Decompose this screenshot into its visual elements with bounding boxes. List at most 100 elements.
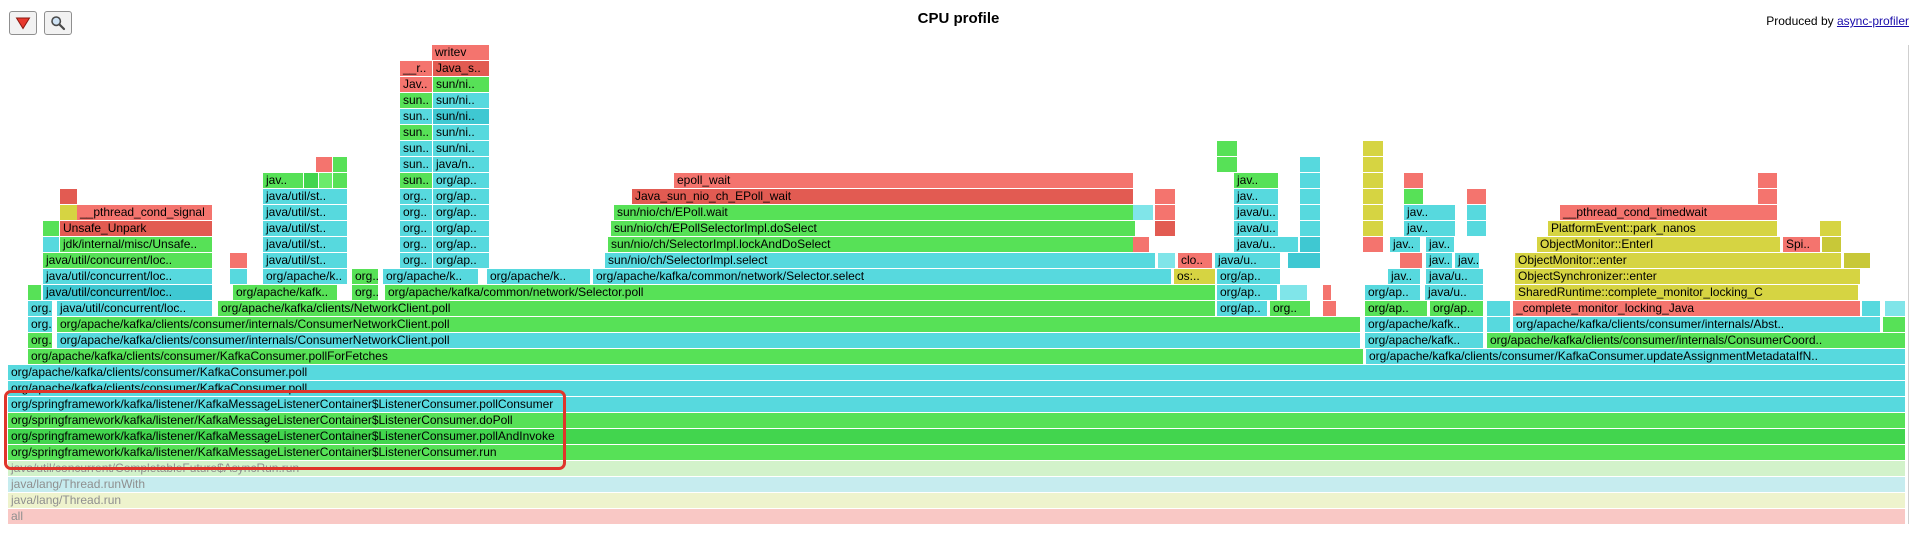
flame-frame[interactable]: clo.. [1178, 253, 1212, 268]
flame-frame[interactable]: java/u.. [1234, 205, 1278, 220]
flame-frame[interactable]: sun/ni.. [433, 77, 489, 92]
flame-frame[interactable]: java/u.. [1426, 269, 1483, 284]
flame-frame[interactable] [1363, 173, 1383, 188]
flame-frame[interactable] [1363, 189, 1383, 204]
flame-frame[interactable]: sun.. [400, 93, 432, 108]
flame-frame[interactable] [1323, 301, 1336, 316]
flame-frame[interactable] [1758, 189, 1777, 204]
flame-frame[interactable] [1404, 173, 1423, 188]
flame-frame[interactable] [1820, 221, 1841, 236]
flame-frame[interactable] [1300, 189, 1320, 204]
flame-frame[interactable] [1844, 253, 1870, 268]
flame-frame[interactable]: org/apache/kafka/clients/consumer/intern… [57, 333, 1360, 348]
flame-frame[interactable]: org/apache/kafka/common/network/Selector… [593, 269, 1171, 284]
flame-frame[interactable]: org/apache/k.. [263, 269, 347, 284]
flame-frame[interactable]: org/springframework/kafka/listener/Kafka… [8, 429, 1905, 444]
flame-frame[interactable]: java/n.. [433, 157, 489, 172]
flame-frame[interactable] [1155, 189, 1175, 204]
flame-frame[interactable] [1217, 157, 1237, 172]
flame-frame[interactable]: org/apache/kafk.. [1365, 333, 1483, 348]
flame-frame[interactable]: org/apache/kafka/common/network/Selector… [385, 285, 1215, 300]
flame-frame[interactable] [1883, 317, 1905, 332]
flame-frame[interactable]: org.. [400, 221, 432, 236]
flame-frame[interactable]: sun/nio/ch/SelectorImpl.select [605, 253, 1155, 268]
flame-frame[interactable]: java/lang/Thread.runWith [8, 477, 1905, 492]
flame-frame[interactable] [1300, 173, 1320, 188]
flame-frame[interactable]: sun/ni.. [433, 125, 489, 140]
flame-frame[interactable]: jav.. [1426, 237, 1454, 252]
flame-frame[interactable] [319, 173, 332, 188]
flame-frame[interactable]: org/ap.. [433, 221, 489, 236]
flame-frame[interactable]: os:.. [1174, 269, 1215, 284]
flame-frame[interactable] [230, 269, 247, 284]
flame-frame[interactable] [316, 157, 332, 172]
flame-frame[interactable] [304, 173, 318, 188]
flame-frame[interactable]: java/u.. [1425, 285, 1483, 300]
flame-frame[interactable] [28, 285, 41, 300]
flame-frame[interactable]: sun.. [400, 125, 432, 140]
flame-frame[interactable] [1280, 285, 1307, 300]
flame-frame[interactable]: org/apache/kafka/clients/consumer/intern… [1487, 333, 1905, 348]
async-profiler-link[interactable]: async-profiler [1836, 14, 1909, 28]
flame-frame[interactable]: org/apache/k.. [383, 269, 478, 284]
flame-frame[interactable] [1363, 205, 1383, 220]
flame-frame[interactable]: SharedRuntime::complete_monitor_locking_… [1515, 285, 1858, 300]
flame-frame[interactable]: org/ap.. [1217, 269, 1280, 284]
flame-frame[interactable]: org.. [28, 333, 52, 348]
flame-frame[interactable]: org/apache/k.. [487, 269, 590, 284]
flame-frame[interactable] [1363, 237, 1383, 252]
flame-frame[interactable]: sun/ni.. [433, 93, 489, 108]
flame-frame[interactable] [1217, 141, 1237, 156]
flame-frame[interactable]: org/ap.. [433, 205, 489, 220]
flame-frame[interactable] [333, 157, 347, 172]
flame-frame[interactable]: jav.. [1388, 269, 1420, 284]
flame-frame[interactable]: Jav.. [400, 77, 432, 92]
flame-frame[interactable]: org/apache/kafka/clients/consumer/KafkaC… [8, 365, 1905, 380]
flame-frame[interactable]: org.. [400, 253, 432, 268]
flame-frame[interactable]: org/ap.. [433, 253, 489, 268]
flame-frame[interactable]: org.. [352, 269, 378, 284]
flame-frame[interactable] [1363, 157, 1383, 172]
flame-frame[interactable] [1467, 189, 1486, 204]
flame-frame[interactable] [1133, 237, 1149, 252]
flame-frame[interactable] [1288, 253, 1320, 268]
search-button[interactable] [44, 11, 72, 35]
flame-frame[interactable] [333, 173, 347, 188]
flame-frame[interactable]: org/ap.. [1430, 301, 1483, 316]
flame-frame[interactable]: org/ap.. [433, 189, 489, 204]
flame-frame[interactable]: java/u.. [1234, 237, 1298, 252]
flame-frame[interactable]: sun.. [400, 157, 432, 172]
flame-frame[interactable] [1300, 237, 1320, 252]
flame-frame[interactable]: java/util/concurrent/CompletableFuture$A… [8, 461, 1905, 476]
flame-frame[interactable] [230, 253, 247, 268]
flame-frame[interactable]: Java_s.. [433, 61, 489, 76]
flame-frame[interactable] [1300, 221, 1320, 236]
flame-frame[interactable]: java/util/st.. [263, 189, 347, 204]
flame-frame[interactable]: jav.. [1390, 237, 1420, 252]
flame-frame[interactable] [1487, 301, 1510, 316]
flame-frame[interactable]: org.. [352, 285, 378, 300]
flame-frame[interactable]: __r.. [400, 61, 432, 76]
flame-frame[interactable]: epoll_wait [674, 173, 1133, 188]
flame-frame[interactable]: org/ap.. [1217, 285, 1277, 300]
flame-frame[interactable]: org/apache/kafka/clients/consumer/intern… [57, 317, 1360, 332]
flame-frame[interactable]: org/springframework/kafka/listener/Kafka… [8, 413, 1905, 428]
flame-frame[interactable]: Unsafe_Unpark [60, 221, 212, 236]
flame-frame[interactable]: Spi.. [1783, 237, 1820, 252]
flame-frame[interactable]: ObjectMonitor::enter [1515, 253, 1841, 268]
flame-frame[interactable]: sun.. [400, 141, 432, 156]
flame-frame[interactable]: sun/nio/ch/SelectorImpl.lockAndDoSelect [608, 237, 1138, 252]
flame-frame[interactable]: jav.. [1455, 253, 1479, 268]
flame-frame[interactable]: jav.. [1234, 173, 1278, 188]
flame-frame[interactable]: java/util/st.. [263, 253, 347, 268]
flame-frame[interactable]: java/u.. [1215, 253, 1280, 268]
flame-frame[interactable]: jav.. [1404, 205, 1455, 220]
flame-frame[interactable]: sun/nio/ch/EPoll.wait [614, 205, 1133, 220]
flame-frame[interactable]: jav.. [263, 173, 303, 188]
flame-frame[interactable]: org/apache/kafka/clients/NetworkClient.p… [218, 301, 1215, 316]
flame-frame[interactable]: all [8, 509, 1905, 524]
flame-frame[interactable]: sun.. [400, 173, 432, 188]
flame-frame[interactable] [60, 205, 77, 220]
flame-frame[interactable]: org/apache/kafka/clients/consumer/KafkaC… [8, 381, 1905, 396]
flame-frame[interactable] [1758, 173, 1777, 188]
